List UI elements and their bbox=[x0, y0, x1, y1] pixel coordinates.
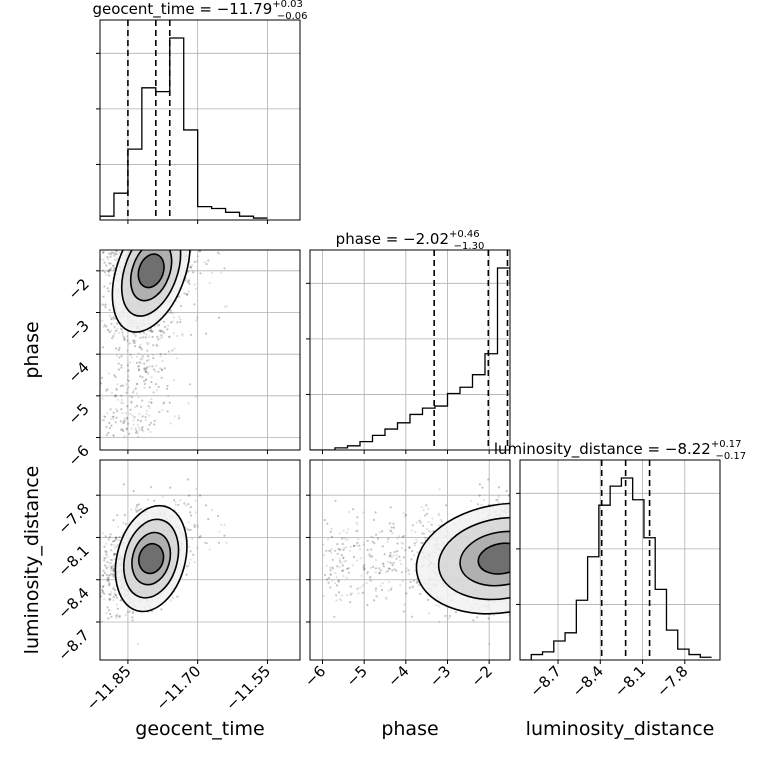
y-tick-label: −2 bbox=[64, 275, 92, 303]
x-tick-label: −8.7 bbox=[526, 662, 564, 700]
y-axis-label-phase: phase bbox=[21, 321, 43, 378]
panel-phase-vs-phase bbox=[306, 249, 511, 454]
panel-geocent_time-vs-geocent_time bbox=[96, 19, 301, 224]
y-tick-label: −5 bbox=[64, 400, 92, 428]
panel-frame bbox=[99, 19, 301, 221]
panel-phase-vs-geocent_time bbox=[96, 249, 301, 454]
y-tick-label: −7.8 bbox=[54, 499, 92, 537]
x-axis-label-geocent_time: geocent_time bbox=[135, 718, 264, 740]
x-tick-label: −11.70 bbox=[153, 662, 205, 714]
histogram-luminosity_distance bbox=[520, 477, 712, 660]
panel-luminosity_distance-vs-geocent_time bbox=[96, 459, 301, 664]
title-geocent_time: geocent_time = −11.79+0.03 −0.06 bbox=[92, 0, 307, 22]
histogram-geocent_time bbox=[100, 37, 268, 220]
density-contours bbox=[111, 250, 191, 333]
y-tick-label: −3 bbox=[64, 317, 92, 345]
panel-frame bbox=[99, 459, 301, 661]
panel-frame bbox=[99, 249, 301, 451]
title-luminosity_distance: luminosity_distance = −8.22+0.17 −0.17 bbox=[494, 439, 746, 462]
title-phase: phase = −2.02+0.46 −1.30 bbox=[336, 229, 485, 252]
x-axis-label-luminosity_distance: luminosity_distance bbox=[526, 718, 715, 740]
x-tick-label: −11.85 bbox=[83, 662, 135, 714]
contour-3 bbox=[477, 542, 510, 575]
panel-frame bbox=[309, 459, 511, 661]
panel-luminosity_distance-vs-phase bbox=[306, 459, 511, 664]
x-tick-label: −8.1 bbox=[611, 662, 649, 700]
y-axis-label-luminosity_distance: luminosity_distance bbox=[21, 466, 43, 655]
contour-3 bbox=[137, 542, 165, 575]
x-tick-label: −11.55 bbox=[222, 662, 274, 714]
panel-frame bbox=[309, 249, 511, 451]
density-contours bbox=[114, 504, 188, 613]
x-tick-label: −5 bbox=[343, 662, 371, 690]
panel-luminosity_distance-vs-luminosity_distance bbox=[516, 459, 721, 664]
x-tick-label: −4 bbox=[384, 662, 412, 690]
x-axis-label-phase: phase bbox=[381, 718, 438, 740]
y-tick-label: −8.4 bbox=[54, 584, 92, 622]
x-tick-label: −3 bbox=[426, 662, 454, 690]
x-tick-label: −7.8 bbox=[653, 662, 691, 700]
histogram-phase bbox=[310, 267, 510, 450]
contour-3 bbox=[137, 253, 165, 289]
x-tick-label: −6 bbox=[301, 662, 329, 690]
y-tick-label: −8.7 bbox=[54, 626, 92, 664]
y-tick-label: −8.1 bbox=[54, 542, 92, 580]
y-tick-label: −6 bbox=[64, 442, 92, 470]
y-tick-label: −4 bbox=[64, 358, 92, 386]
x-tick-label: −2 bbox=[468, 662, 496, 690]
density-contours bbox=[415, 502, 510, 615]
x-tick-label: −8.4 bbox=[569, 662, 607, 700]
panel-frame bbox=[519, 459, 721, 661]
